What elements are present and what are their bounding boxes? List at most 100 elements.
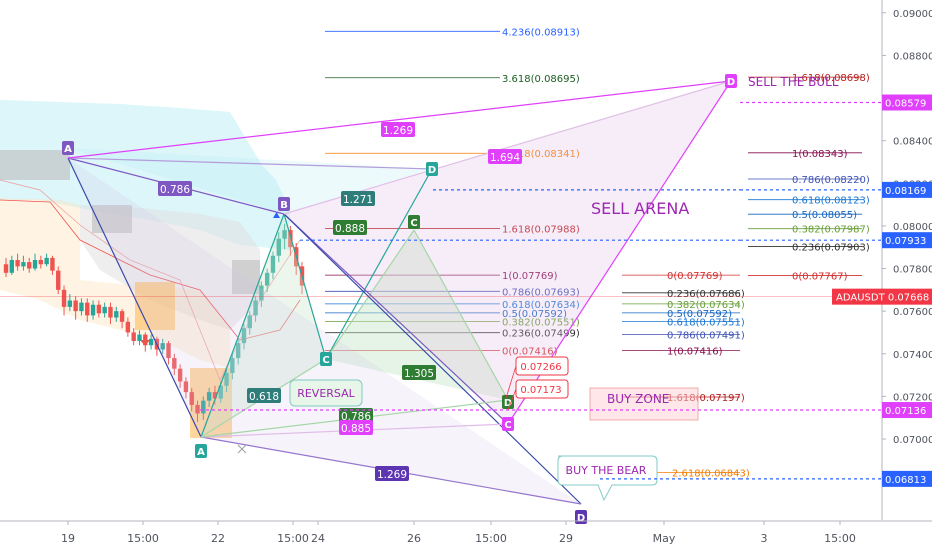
pattern-leg	[67, 80, 732, 159]
fib-label: 0(0.07416)	[502, 346, 558, 357]
x-tick-label: May	[653, 532, 676, 545]
pattern-point-label: D	[428, 165, 436, 176]
x-tick-label: 26	[407, 532, 421, 545]
x-tick-label: 24	[311, 532, 325, 545]
ratio-badge	[381, 122, 415, 137]
annotation-buy-zone: BUY ZONE	[607, 392, 669, 406]
y-tick-label: 0.07800	[893, 265, 932, 276]
cloud-fill	[92, 205, 132, 233]
fib-label: 1(0.07416)	[667, 346, 723, 357]
fib-label: 2.618(0.08341)	[502, 149, 580, 160]
candle-body	[235, 343, 241, 359]
annotation-reversal: REVERSAL	[297, 387, 355, 400]
candles	[3, 223, 305, 422]
pattern-point-marker	[502, 417, 514, 431]
pattern-point-marker	[502, 395, 514, 409]
fib-label: 0.618(0.07551)	[667, 318, 745, 329]
pattern-point-label: D	[727, 77, 735, 88]
pattern-point-label: B	[280, 200, 288, 211]
candle-body	[32, 260, 38, 269]
ichimoku-cloud	[0, 100, 301, 438]
ratio-badge	[402, 365, 436, 380]
candle-body	[172, 358, 177, 369]
candle-body	[143, 334, 148, 346]
cloud-fill	[80, 205, 260, 330]
price-tag	[882, 402, 932, 419]
fib-label: 0.236(0.07686)	[667, 289, 745, 300]
pattern-point-marker	[278, 197, 290, 211]
pattern-point-label: D	[504, 398, 512, 409]
ratio-badge	[247, 388, 281, 403]
fib-label: 0.786(0.08220)	[792, 175, 870, 186]
ratio-badge	[339, 420, 373, 435]
price-box-pointer	[505, 365, 517, 399]
pattern-leg	[325, 168, 433, 360]
candle-body	[114, 311, 119, 318]
buy-the-bear-bubble	[557, 455, 658, 502]
candle-body	[224, 372, 229, 386]
pattern-point-marker	[408, 215, 420, 229]
fib-levels: 4.236(0.08913) 3.618(0.08695) 2.618(0.0834…	[325, 27, 870, 479]
fib-label: 3.618(0.08695)	[502, 74, 580, 85]
pattern-fill	[201, 214, 326, 437]
ratio-badge	[339, 408, 373, 423]
candle-body	[137, 334, 142, 341]
symbol-price-tag	[832, 288, 932, 305]
candle-body	[102, 306, 107, 314]
ratio-badge	[375, 466, 409, 481]
y-tick-label: 0.08800	[893, 51, 932, 62]
fib-label: 0.236(0.07499)	[502, 329, 580, 340]
pattern-point-label: A	[64, 144, 72, 155]
candle-body	[177, 368, 183, 382]
candle-body	[195, 404, 200, 414]
candle-body	[253, 300, 258, 316]
annotation-buy-the-bear: BUY THE BEAR	[566, 464, 647, 477]
ratio-label: 0.618	[249, 391, 279, 403]
pattern-leg	[283, 213, 327, 360]
candle-body	[15, 260, 20, 267]
candle-body	[67, 300, 73, 307]
price-tag-label: 0.07136	[885, 406, 926, 417]
candle-body	[73, 300, 78, 312]
candle-body	[264, 272, 270, 286]
pattern-leg	[67, 157, 202, 438]
price-tag	[882, 94, 932, 111]
fib-label: 4.236(0.08913)	[502, 27, 580, 38]
candle-body	[166, 343, 171, 359]
candle-body	[90, 304, 96, 316]
reversal-box	[289, 379, 363, 407]
candle-body	[61, 289, 67, 307]
pattern-point-label: C	[410, 218, 417, 229]
x-tick-label: 29	[559, 532, 573, 545]
candle-body	[201, 400, 206, 414]
price-tag-label: 0.07933	[885, 236, 926, 247]
pattern-leg	[413, 229, 509, 401]
candle-body	[241, 328, 247, 344]
fib-label: 1.618(0.08698)	[792, 73, 870, 84]
pattern-fill	[68, 148, 432, 214]
candle-body	[50, 257, 55, 271]
fib-label: 0(0.07769)	[667, 271, 723, 282]
x-tick-label: 15:00	[127, 532, 159, 545]
pattern-leg	[67, 157, 433, 170]
x-tick-label: 22	[211, 532, 225, 545]
ratio-label: 1.269	[377, 469, 407, 481]
candle-body	[131, 332, 136, 341]
y-tick-label: 0.07000	[893, 435, 932, 446]
harmonic-patterns: ABCDACDCDD1.2690.7861.2711.6940.8880.618…	[62, 74, 839, 524]
price-box-pointer	[507, 388, 517, 411]
candle-body	[96, 304, 102, 314]
fib-label: 0.618(0.08123)	[792, 196, 870, 207]
fib-label: 0.5(0.07592)	[667, 309, 732, 320]
kijun-line	[0, 199, 301, 341]
ratio-label: 1.305	[404, 368, 434, 380]
fib-label: 0.382(0.07987)	[792, 225, 870, 236]
candle-body	[288, 230, 293, 248]
candle-body	[56, 270, 61, 290]
x-tick-label: 15:00	[475, 532, 507, 545]
candle-body	[183, 381, 189, 393]
candle-body	[21, 262, 26, 267]
cross-marker	[237, 444, 247, 454]
y-tick-label: 0.08400	[893, 137, 932, 148]
